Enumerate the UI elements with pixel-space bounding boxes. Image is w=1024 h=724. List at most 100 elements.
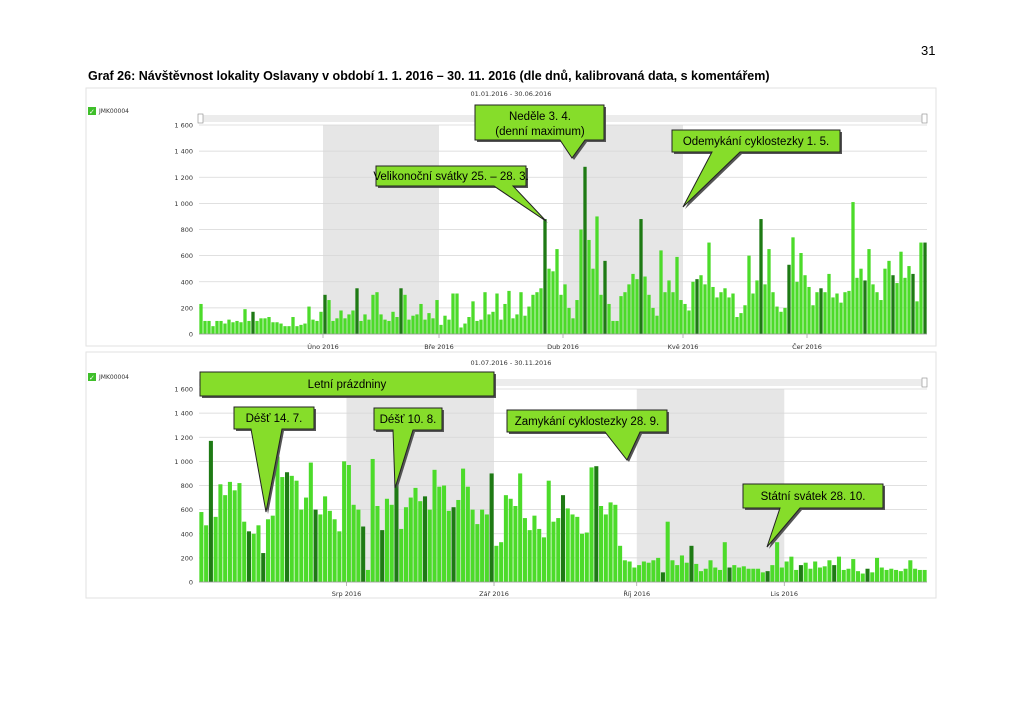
bar-day-61[interactable] — [439, 324, 443, 334]
bar-day-26[interactable] — [299, 324, 303, 334]
bar-day-17[interactable] — [275, 456, 280, 582]
bar-day-79[interactable] — [570, 514, 575, 582]
bar-day-2[interactable] — [203, 320, 207, 334]
bar-day-4[interactable] — [211, 326, 215, 334]
bar-day-165[interactable] — [855, 277, 859, 334]
bar-day-145[interactable] — [775, 306, 779, 334]
bar-day-62[interactable] — [443, 315, 447, 334]
bar-day-74[interactable] — [491, 311, 495, 334]
bar-day-33[interactable] — [327, 300, 331, 334]
bar-day-178[interactable] — [907, 266, 911, 334]
bar-day-91[interactable] — [559, 294, 563, 334]
bar-day-97[interactable] — [656, 557, 661, 582]
bar-day-50[interactable] — [395, 317, 399, 334]
bar-day-137[interactable] — [846, 568, 851, 582]
bar-day-133[interactable] — [727, 297, 731, 334]
bar-day-27[interactable] — [323, 496, 328, 582]
bar-day-31[interactable] — [342, 461, 347, 582]
bar-day-61[interactable] — [484, 514, 489, 582]
bar-day-41[interactable] — [359, 320, 363, 334]
bar-day-107[interactable] — [703, 568, 708, 582]
bar-day-70[interactable] — [475, 320, 479, 334]
bar-day-129[interactable] — [808, 568, 813, 582]
bar-day-181[interactable] — [919, 242, 923, 334]
bar-day-58[interactable] — [470, 509, 475, 582]
bar-day-93[interactable] — [567, 307, 571, 334]
bar-day-139[interactable] — [751, 293, 755, 334]
bar-day-30[interactable] — [337, 531, 342, 582]
bar-day-20[interactable] — [275, 322, 279, 334]
bar-day-108[interactable] — [627, 284, 631, 334]
bar-day-93[interactable] — [637, 565, 642, 582]
bar-day-108[interactable] — [708, 560, 713, 582]
bar-day-3[interactable] — [208, 440, 213, 582]
bar-day-145[interactable] — [884, 569, 889, 582]
bar-day-158[interactable] — [827, 273, 831, 334]
bar-day-3[interactable] — [207, 320, 211, 334]
bar-day-64[interactable] — [499, 542, 504, 582]
bar-day-127[interactable] — [703, 284, 707, 334]
bar-day-41[interactable] — [389, 504, 394, 582]
bar-day-6[interactable] — [219, 320, 223, 334]
bar-day-148[interactable] — [898, 571, 903, 582]
range-handle-right-2[interactable] — [921, 377, 928, 388]
bar-day-21[interactable] — [294, 480, 299, 582]
bar-day-69[interactable] — [522, 518, 527, 582]
bar-day-26[interactable] — [318, 514, 323, 582]
bar-day-38[interactable] — [375, 506, 380, 582]
bar-day-114[interactable] — [737, 567, 742, 582]
bar-day-63[interactable] — [447, 319, 451, 334]
bar-day-138[interactable] — [747, 255, 751, 334]
bar-day-9[interactable] — [231, 322, 235, 334]
bar-day-146[interactable] — [779, 311, 783, 334]
bar-day-49[interactable] — [427, 509, 432, 582]
bar-day-141[interactable] — [759, 219, 763, 334]
bar-day-106[interactable] — [619, 296, 623, 334]
bar-day-152[interactable] — [917, 569, 922, 582]
bar-day-72[interactable] — [537, 528, 542, 582]
bar-day-25[interactable] — [295, 326, 299, 334]
bar-day-135[interactable] — [836, 556, 842, 582]
bar-day-91[interactable] — [627, 561, 632, 582]
bar-day-87[interactable] — [608, 502, 613, 582]
bar-day-62[interactable] — [489, 473, 494, 582]
bar-day-169[interactable] — [871, 284, 875, 334]
bar-day-35[interactable] — [361, 526, 366, 582]
bar-day-77[interactable] — [503, 303, 507, 334]
bar-day-163[interactable] — [847, 290, 851, 334]
bar-day-37[interactable] — [343, 318, 347, 334]
bar-day-21[interactable] — [279, 323, 283, 334]
bar-day-175[interactable] — [895, 283, 899, 334]
bar-day-36[interactable] — [339, 310, 343, 334]
bar-day-111[interactable] — [722, 542, 727, 582]
bar-day-177[interactable] — [903, 277, 907, 334]
bar-day-101[interactable] — [675, 565, 680, 582]
bar-day-32[interactable] — [323, 294, 327, 334]
bar-day-15[interactable] — [265, 519, 271, 582]
bar-day-151[interactable] — [799, 253, 803, 334]
bar-day-27[interactable] — [303, 323, 307, 334]
bar-day-11[interactable] — [246, 531, 251, 582]
bar-day-99[interactable] — [665, 521, 670, 582]
bar-day-110[interactable] — [717, 569, 723, 582]
bar-day-52[interactable] — [442, 485, 447, 583]
bar-day-71[interactable] — [479, 319, 483, 334]
bar-day-60[interactable] — [435, 300, 439, 334]
bar-day-71[interactable] — [532, 515, 537, 582]
bar-day-179[interactable] — [911, 273, 915, 334]
bar-day-16[interactable] — [259, 318, 263, 334]
bar-day-58[interactable] — [427, 313, 431, 334]
bar-day-85[interactable] — [599, 506, 604, 582]
bar-day-124[interactable] — [784, 561, 789, 582]
bar-day-34[interactable] — [331, 320, 335, 334]
bar-day-30[interactable] — [315, 320, 319, 334]
bar-day-143[interactable] — [875, 557, 880, 582]
bar-day-117[interactable] — [751, 568, 756, 582]
bar-day-18[interactable] — [267, 317, 271, 334]
bar-day-16[interactable] — [270, 515, 275, 582]
bar-day-103[interactable] — [684, 562, 689, 582]
bar-day-109[interactable] — [713, 567, 718, 582]
bar-day-66[interactable] — [459, 327, 463, 334]
bar-day-162[interactable] — [843, 292, 847, 334]
bar-day-8[interactable] — [227, 319, 231, 334]
